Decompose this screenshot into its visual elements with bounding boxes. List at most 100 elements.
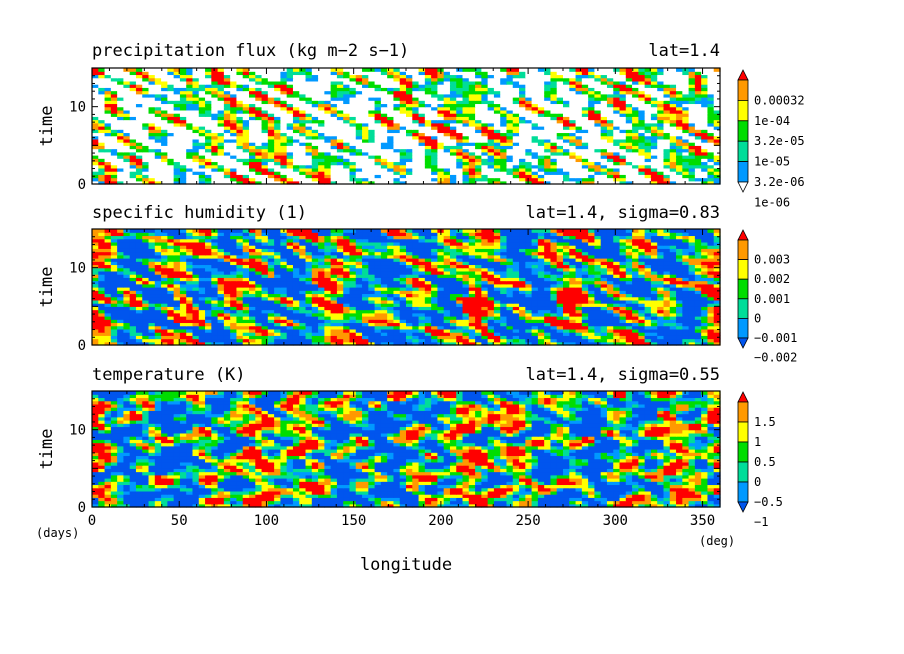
- heatmap-cell: [525, 164, 533, 169]
- heatmap-cell: [299, 177, 307, 182]
- heatmap-cell: [613, 161, 621, 166]
- heatmap-cell: [537, 148, 545, 153]
- heatmap-cell: [368, 142, 376, 146]
- heatmap-cell: [531, 171, 539, 175]
- heatmap-cell: [688, 135, 696, 140]
- heatmap-cell: [563, 164, 570, 169]
- heatmap-cell: [519, 177, 526, 182]
- heatmap-cell: [154, 151, 162, 156]
- heatmap-cell: [443, 142, 451, 146]
- heatmap-cell: [525, 180, 533, 185]
- heatmap-cell: [619, 148, 627, 153]
- heatmap-cell: [368, 161, 376, 166]
- heatmap-cell: [280, 142, 288, 146]
- heatmap-cell: [638, 174, 646, 179]
- heatmap-cell: [581, 155, 589, 159]
- heatmap-cell: [663, 161, 671, 166]
- heatmap-cell: [110, 167, 118, 172]
- heatmap-cell: [468, 145, 476, 150]
- heatmap-cell: [211, 164, 219, 169]
- heatmap-cell: [475, 161, 482, 166]
- heatmap-cell: [581, 135, 589, 140]
- heatmap-cell: [192, 145, 200, 150]
- heatmap-cell: [186, 142, 194, 146]
- heatmap-cell: [198, 151, 206, 156]
- heatmap-cell: [292, 164, 300, 169]
- heatmap-cell: [487, 135, 495, 140]
- heatmap-cell: [205, 158, 212, 163]
- heatmap-cell: [148, 161, 156, 166]
- heatmap-cell: [663, 164, 671, 169]
- heatmap-cell: [292, 161, 300, 166]
- heatmap-cell: [600, 148, 608, 153]
- heatmap-cell: [682, 180, 690, 185]
- heatmap-field: [92, 229, 721, 346]
- heatmap-cell: [349, 151, 357, 156]
- heatmap-cell: [161, 138, 168, 143]
- heatmap-cell: [556, 151, 564, 156]
- heatmap-cell: [537, 142, 545, 146]
- heatmap-cell: [688, 180, 696, 185]
- heatmap-cell: [594, 135, 602, 140]
- heatmap-cell: [148, 174, 156, 179]
- heatmap-cell: [657, 145, 665, 150]
- heatmap-cell: [531, 167, 539, 172]
- heatmap-cell: [154, 174, 162, 179]
- heatmap-cell: [493, 177, 501, 182]
- heatmap-cell: [362, 171, 369, 175]
- heatmap-cell: [619, 167, 627, 172]
- heatmap-cell: [657, 180, 665, 185]
- heatmap-cell: [613, 180, 621, 185]
- heatmap-cell: [449, 167, 457, 172]
- heatmap-cell: [267, 135, 275, 140]
- heatmap-cell: [261, 135, 269, 140]
- heatmap-cell: [142, 135, 150, 140]
- heatmap-cell: [600, 161, 608, 166]
- heatmap-cell: [305, 142, 313, 146]
- heatmap-cell: [286, 135, 294, 140]
- heatmap-cell: [613, 174, 621, 179]
- heatmap-cell: [412, 151, 420, 156]
- heatmap-cell: [437, 148, 445, 153]
- heatmap-cell: [324, 174, 332, 179]
- heatmap-cell: [493, 151, 501, 156]
- heatmap-cell: [104, 164, 112, 169]
- heatmap-cell: [318, 167, 325, 172]
- heatmap-cell: [255, 138, 263, 143]
- heatmap-cell: [512, 151, 520, 156]
- heatmap-cell: [594, 161, 602, 166]
- heatmap-cell: [581, 142, 589, 146]
- heatmap-cell: [475, 148, 482, 153]
- heatmap-cell: [311, 174, 319, 179]
- heatmap-cell: [412, 155, 420, 159]
- heatmap-cell: [431, 177, 438, 182]
- heatmap-cell: [638, 155, 646, 159]
- heatmap-cell: [625, 142, 633, 146]
- heatmap-cell: [531, 135, 539, 140]
- heatmap-cell: [487, 151, 495, 156]
- heatmap-cell: [205, 171, 212, 175]
- heatmap-cell: [399, 151, 407, 156]
- heatmap-cell: [556, 180, 564, 185]
- heatmap-cell: [625, 138, 633, 143]
- heatmap-cell: [606, 145, 614, 150]
- heatmap-cell: [217, 145, 225, 150]
- heatmap-cell: [519, 135, 526, 140]
- heatmap-cell: [186, 161, 194, 166]
- heatmap-cell: [154, 158, 162, 163]
- heatmap-cell: [173, 135, 181, 140]
- heatmap-cell: [619, 180, 627, 185]
- heatmap-cell: [274, 164, 281, 169]
- heatmap-cell: [311, 171, 319, 175]
- heatmap-cell: [500, 138, 508, 143]
- heatmap-cell: [198, 158, 206, 163]
- heatmap-cell: [261, 171, 269, 175]
- heatmap-cell: [581, 161, 589, 166]
- heatmap-cell: [286, 174, 294, 179]
- heatmap-cell: [468, 164, 476, 169]
- heatmap-cell: [537, 171, 545, 175]
- heatmap-cell: [437, 164, 445, 169]
- heatmap-cell: [211, 151, 219, 156]
- heatmap-cell: [650, 167, 658, 172]
- heatmap-cell: [148, 135, 156, 140]
